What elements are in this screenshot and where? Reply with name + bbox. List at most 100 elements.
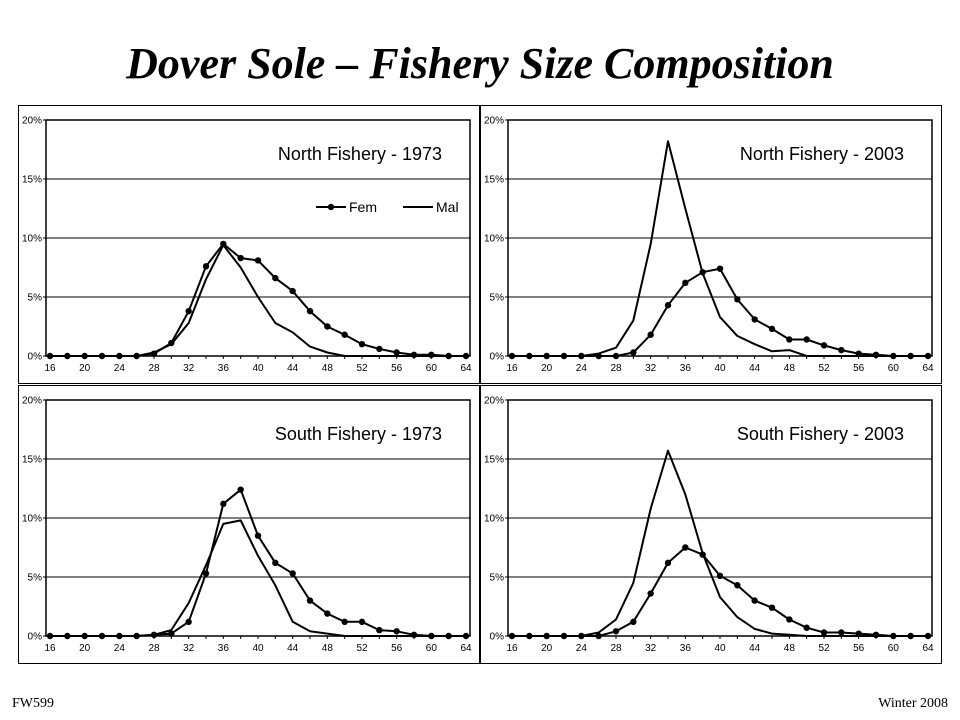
x-tick-label: 28 — [610, 363, 622, 374]
data-point-fem — [237, 486, 244, 493]
x-tick-label: 60 — [888, 363, 900, 374]
y-tick-label: 5% — [28, 293, 43, 304]
x-tick-label: 24 — [114, 363, 126, 374]
x-tick-label: 52 — [818, 643, 830, 654]
data-point-fem — [872, 631, 880, 639]
data-point-fem — [254, 532, 262, 539]
chart-panel-north-2003: 0% 5% 10% 15% 20% 16 20 24 28 32 36 40 44 48 52 56 60 64 N… — [480, 105, 942, 384]
x-tick-label: 16 — [44, 643, 56, 654]
x-tick-label: 24 — [576, 363, 588, 374]
data-point-fem — [682, 279, 689, 287]
chart-svg: 0% 5% 10% 15% 20% 16 20 24 28 32 36 40 44 48 52 56 60 64 S… — [18, 385, 480, 664]
data-point-fem — [306, 597, 314, 604]
series-line-mal — [50, 244, 466, 357]
panel-title: South Fishery - 1973 — [275, 424, 442, 444]
x-tick-label: 32 — [183, 363, 195, 374]
data-point-fem — [306, 307, 314, 315]
y-tick-label: 10% — [484, 234, 504, 245]
y-tick-label: 0% — [490, 632, 505, 643]
x-tick-label: 44 — [749, 363, 761, 374]
x-tick-label: 40 — [252, 363, 264, 374]
data-point-fem — [751, 597, 758, 604]
x-tick-label: 44 — [287, 363, 299, 374]
slide-title: Dover Sole – Fishery Size Composition — [126, 39, 834, 88]
x-tick-label: 48 — [322, 363, 334, 374]
x-tick-label: 56 — [391, 363, 403, 374]
x-tick-label: 20 — [541, 643, 553, 654]
x-tick-label: 40 — [252, 643, 264, 654]
x-tick-label: 60 — [426, 363, 438, 374]
x-tick-label: 60 — [888, 643, 900, 654]
data-point-fem — [376, 626, 383, 634]
data-point-fem — [612, 352, 620, 360]
y-tick-label: 5% — [490, 293, 505, 304]
x-tick-label: 20 — [79, 363, 91, 374]
data-point-fem — [272, 559, 279, 567]
data-point-fem — [872, 351, 880, 359]
x-tick-label: 16 — [506, 363, 518, 374]
data-point-fem — [664, 302, 672, 309]
legend-label: Fem — [349, 199, 377, 215]
panel-title: North Fishery - 2003 — [740, 144, 904, 164]
x-tick-label: 36 — [218, 643, 230, 654]
y-tick-label: 0% — [28, 632, 43, 643]
data-point-fem — [734, 582, 741, 589]
chart-svg: 0% 5% 10% 15% 20% 16 20 24 28 32 36 40 44 48 52 56 60 64 N… — [480, 105, 942, 384]
data-point-fem — [803, 624, 810, 631]
data-point-fem — [341, 331, 348, 338]
data-point-fem — [393, 349, 400, 356]
x-tick-label: 64 — [922, 363, 934, 374]
data-point-fem — [630, 349, 637, 356]
data-point-fem — [803, 336, 810, 343]
data-point-fem — [716, 265, 724, 272]
chart-panel-north-1973: 0% 5% 10% 15% 20% 16 20 24 28 32 36 40 44 48 52 56 60 64 N… — [18, 105, 480, 384]
data-point-fem — [289, 287, 296, 295]
data-point-fem — [664, 559, 672, 567]
chart-panel-south-2003: 0% 5% 10% 15% 20% 16 20 24 28 32 36 40 44 48 52 56 60 64 S… — [480, 385, 942, 664]
y-tick-label: 0% — [490, 352, 505, 363]
x-tick-label: 28 — [148, 643, 160, 654]
x-tick-label: 32 — [645, 643, 657, 654]
data-point-fem — [786, 336, 793, 343]
data-point-fem — [358, 618, 366, 626]
x-tick-label: 56 — [853, 363, 865, 374]
x-tick-label: 20 — [541, 363, 553, 374]
data-point-fem — [838, 629, 845, 636]
data-point-fem — [751, 316, 758, 323]
x-tick-label: 16 — [506, 643, 518, 654]
data-point-fem — [202, 570, 210, 577]
data-point-fem — [734, 296, 741, 303]
x-tick-label: 32 — [645, 363, 657, 374]
y-tick-label: 5% — [490, 573, 505, 584]
legend-marker — [327, 203, 335, 211]
data-point-fem — [341, 618, 348, 626]
x-tick-label: 20 — [79, 643, 91, 654]
data-point-fem — [393, 628, 400, 635]
data-point-fem — [220, 240, 227, 248]
y-tick-label: 0% — [28, 352, 43, 363]
data-point-fem — [820, 342, 828, 349]
footer-course-code: FW599 — [12, 696, 54, 711]
y-tick-label: 15% — [484, 455, 504, 466]
y-tick-label: 20% — [484, 396, 504, 407]
data-point-fem — [202, 263, 210, 270]
x-tick-label: 52 — [356, 643, 368, 654]
x-tick-label: 24 — [576, 643, 588, 654]
data-point-fem — [716, 572, 724, 580]
x-tick-label: 60 — [426, 643, 438, 654]
y-tick-label: 15% — [22, 455, 42, 466]
y-tick-label: 15% — [484, 175, 504, 186]
data-point-fem — [324, 610, 331, 617]
y-tick-label: 10% — [22, 234, 42, 245]
data-point-fem — [647, 590, 654, 597]
x-tick-label: 40 — [714, 363, 726, 374]
data-point-fem — [254, 257, 262, 264]
x-tick-label: 48 — [322, 643, 334, 654]
data-point-fem — [185, 618, 192, 626]
y-tick-label: 20% — [484, 116, 504, 127]
x-tick-label: 36 — [218, 363, 230, 374]
footer-term: Winter 2008 — [878, 696, 948, 711]
chart-svg: 0% 5% 10% 15% 20% 16 20 24 28 32 36 40 44 48 52 56 60 64 S… — [480, 385, 942, 664]
x-tick-label: 64 — [922, 643, 934, 654]
x-tick-label: 56 — [853, 643, 865, 654]
